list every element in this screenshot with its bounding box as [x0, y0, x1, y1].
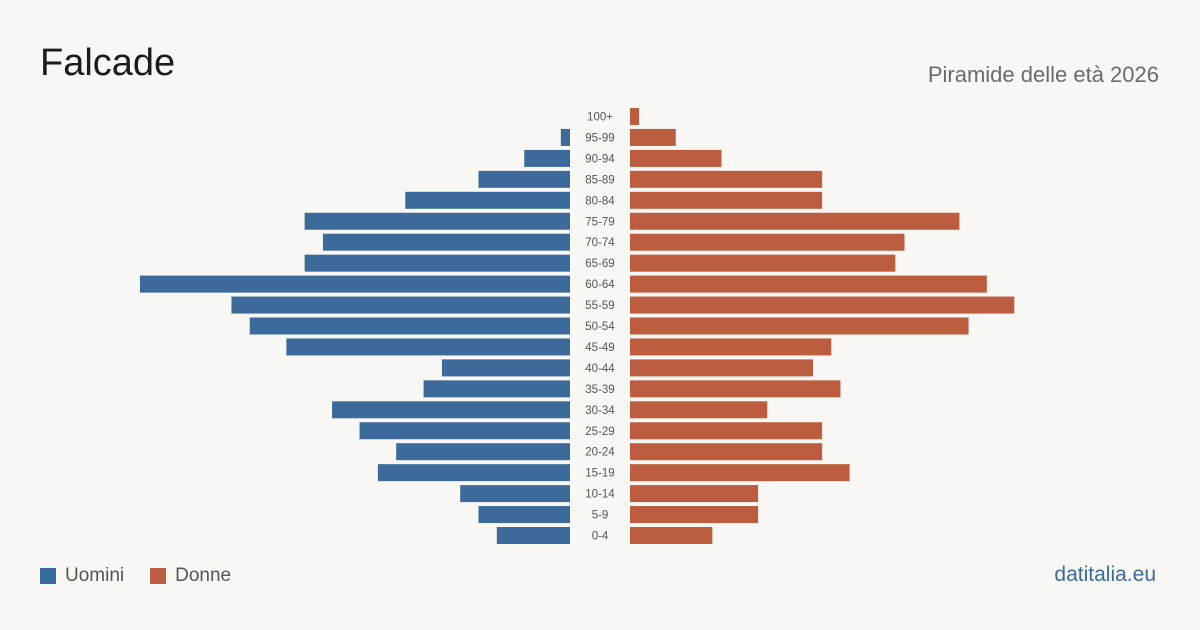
bar-women-80-84 [630, 191, 823, 209]
legend-item-women: Donne [150, 565, 231, 587]
bar-men-75-79 [304, 212, 570, 230]
chart-title: Falcade [40, 42, 176, 84]
bar-women-20-24 [630, 443, 823, 461]
age-group-label: 5-9 [592, 510, 609, 522]
bar-women-25-29 [630, 422, 823, 440]
legend-item-men: Uomini [40, 565, 124, 587]
legend-swatch-men [40, 568, 56, 584]
bar-men-90-94 [524, 149, 570, 167]
age-group-label: 95-99 [585, 132, 614, 144]
age-group-label: 15-19 [585, 468, 614, 480]
chart-subtitle: Piramide delle età 2026 [927, 62, 1159, 87]
bar-women-35-39 [630, 380, 841, 398]
bar-women-15-19 [630, 464, 850, 482]
age-group-label: 50-54 [585, 321, 615, 333]
age-group-label: 100+ [587, 112, 613, 124]
age-group-label: 70-74 [585, 237, 615, 249]
bar-women-95-99 [630, 128, 676, 146]
bar-men-10-14 [460, 485, 570, 503]
bar-men-5-9 [478, 506, 570, 524]
bar-men-35-39 [423, 380, 570, 398]
age-group-label: 0-4 [592, 531, 609, 543]
age-group-label: 60-64 [585, 279, 615, 291]
age-group-label: 35-39 [585, 384, 614, 396]
bar-men-85-89 [478, 170, 570, 188]
age-group-label: 85-89 [585, 174, 614, 186]
bar-women-75-79 [630, 212, 960, 230]
age-group-label: 45-49 [585, 342, 614, 354]
age-group-label: 80-84 [585, 195, 615, 207]
bar-women-0-4 [630, 527, 713, 544]
bar-women-90-94 [630, 149, 722, 167]
bar-women-55-59 [630, 296, 1015, 314]
bar-women-30-34 [630, 401, 768, 419]
age-group-label: 55-59 [585, 300, 614, 312]
legend-swatch-women [150, 568, 167, 584]
bar-men-20-24 [396, 443, 570, 461]
bar-men-65-69 [304, 254, 570, 272]
bar-men-50-54 [249, 317, 570, 335]
legend-label-men: Uomini [65, 565, 125, 586]
bar-men-95-99 [560, 128, 570, 146]
bar-women-60-64 [630, 275, 987, 293]
bar-men-40-44 [441, 359, 570, 377]
age-group-label: 90-94 [585, 153, 615, 165]
bar-women-85-89 [630, 170, 823, 188]
bar-women-50-54 [630, 317, 969, 335]
bar-men-25-29 [359, 422, 570, 440]
age-group-label: 30-34 [585, 405, 615, 417]
bar-women-70-74 [630, 233, 905, 251]
bar-men-45-49 [286, 338, 570, 356]
age-group-label: 40-44 [585, 363, 615, 375]
bar-women-100+ [630, 108, 640, 125]
bar-men-0-4 [496, 527, 570, 544]
bar-men-15-19 [377, 464, 570, 482]
age-group-label: 75-79 [585, 216, 614, 228]
age-group-label: 20-24 [585, 447, 615, 459]
bar-women-40-44 [630, 359, 813, 377]
chart-legend: Uomini Donne [40, 565, 231, 587]
bar-men-55-59 [231, 296, 570, 314]
legend-label-women: Donne [175, 565, 232, 586]
bar-women-65-69 [630, 254, 896, 272]
age-group-label: 25-29 [585, 426, 614, 438]
bar-men-70-74 [322, 233, 570, 251]
bar-men-80-84 [405, 191, 570, 209]
bar-men-30-34 [332, 401, 570, 419]
bar-women-45-49 [630, 338, 832, 356]
age-group-label: 10-14 [585, 489, 615, 501]
age-group-label: 65-69 [585, 258, 614, 270]
brand-link[interactable]: datitalia.eu [1054, 563, 1156, 586]
bar-women-10-14 [630, 485, 759, 503]
bar-men-60-64 [139, 275, 570, 293]
bar-women-5-9 [630, 506, 759, 524]
